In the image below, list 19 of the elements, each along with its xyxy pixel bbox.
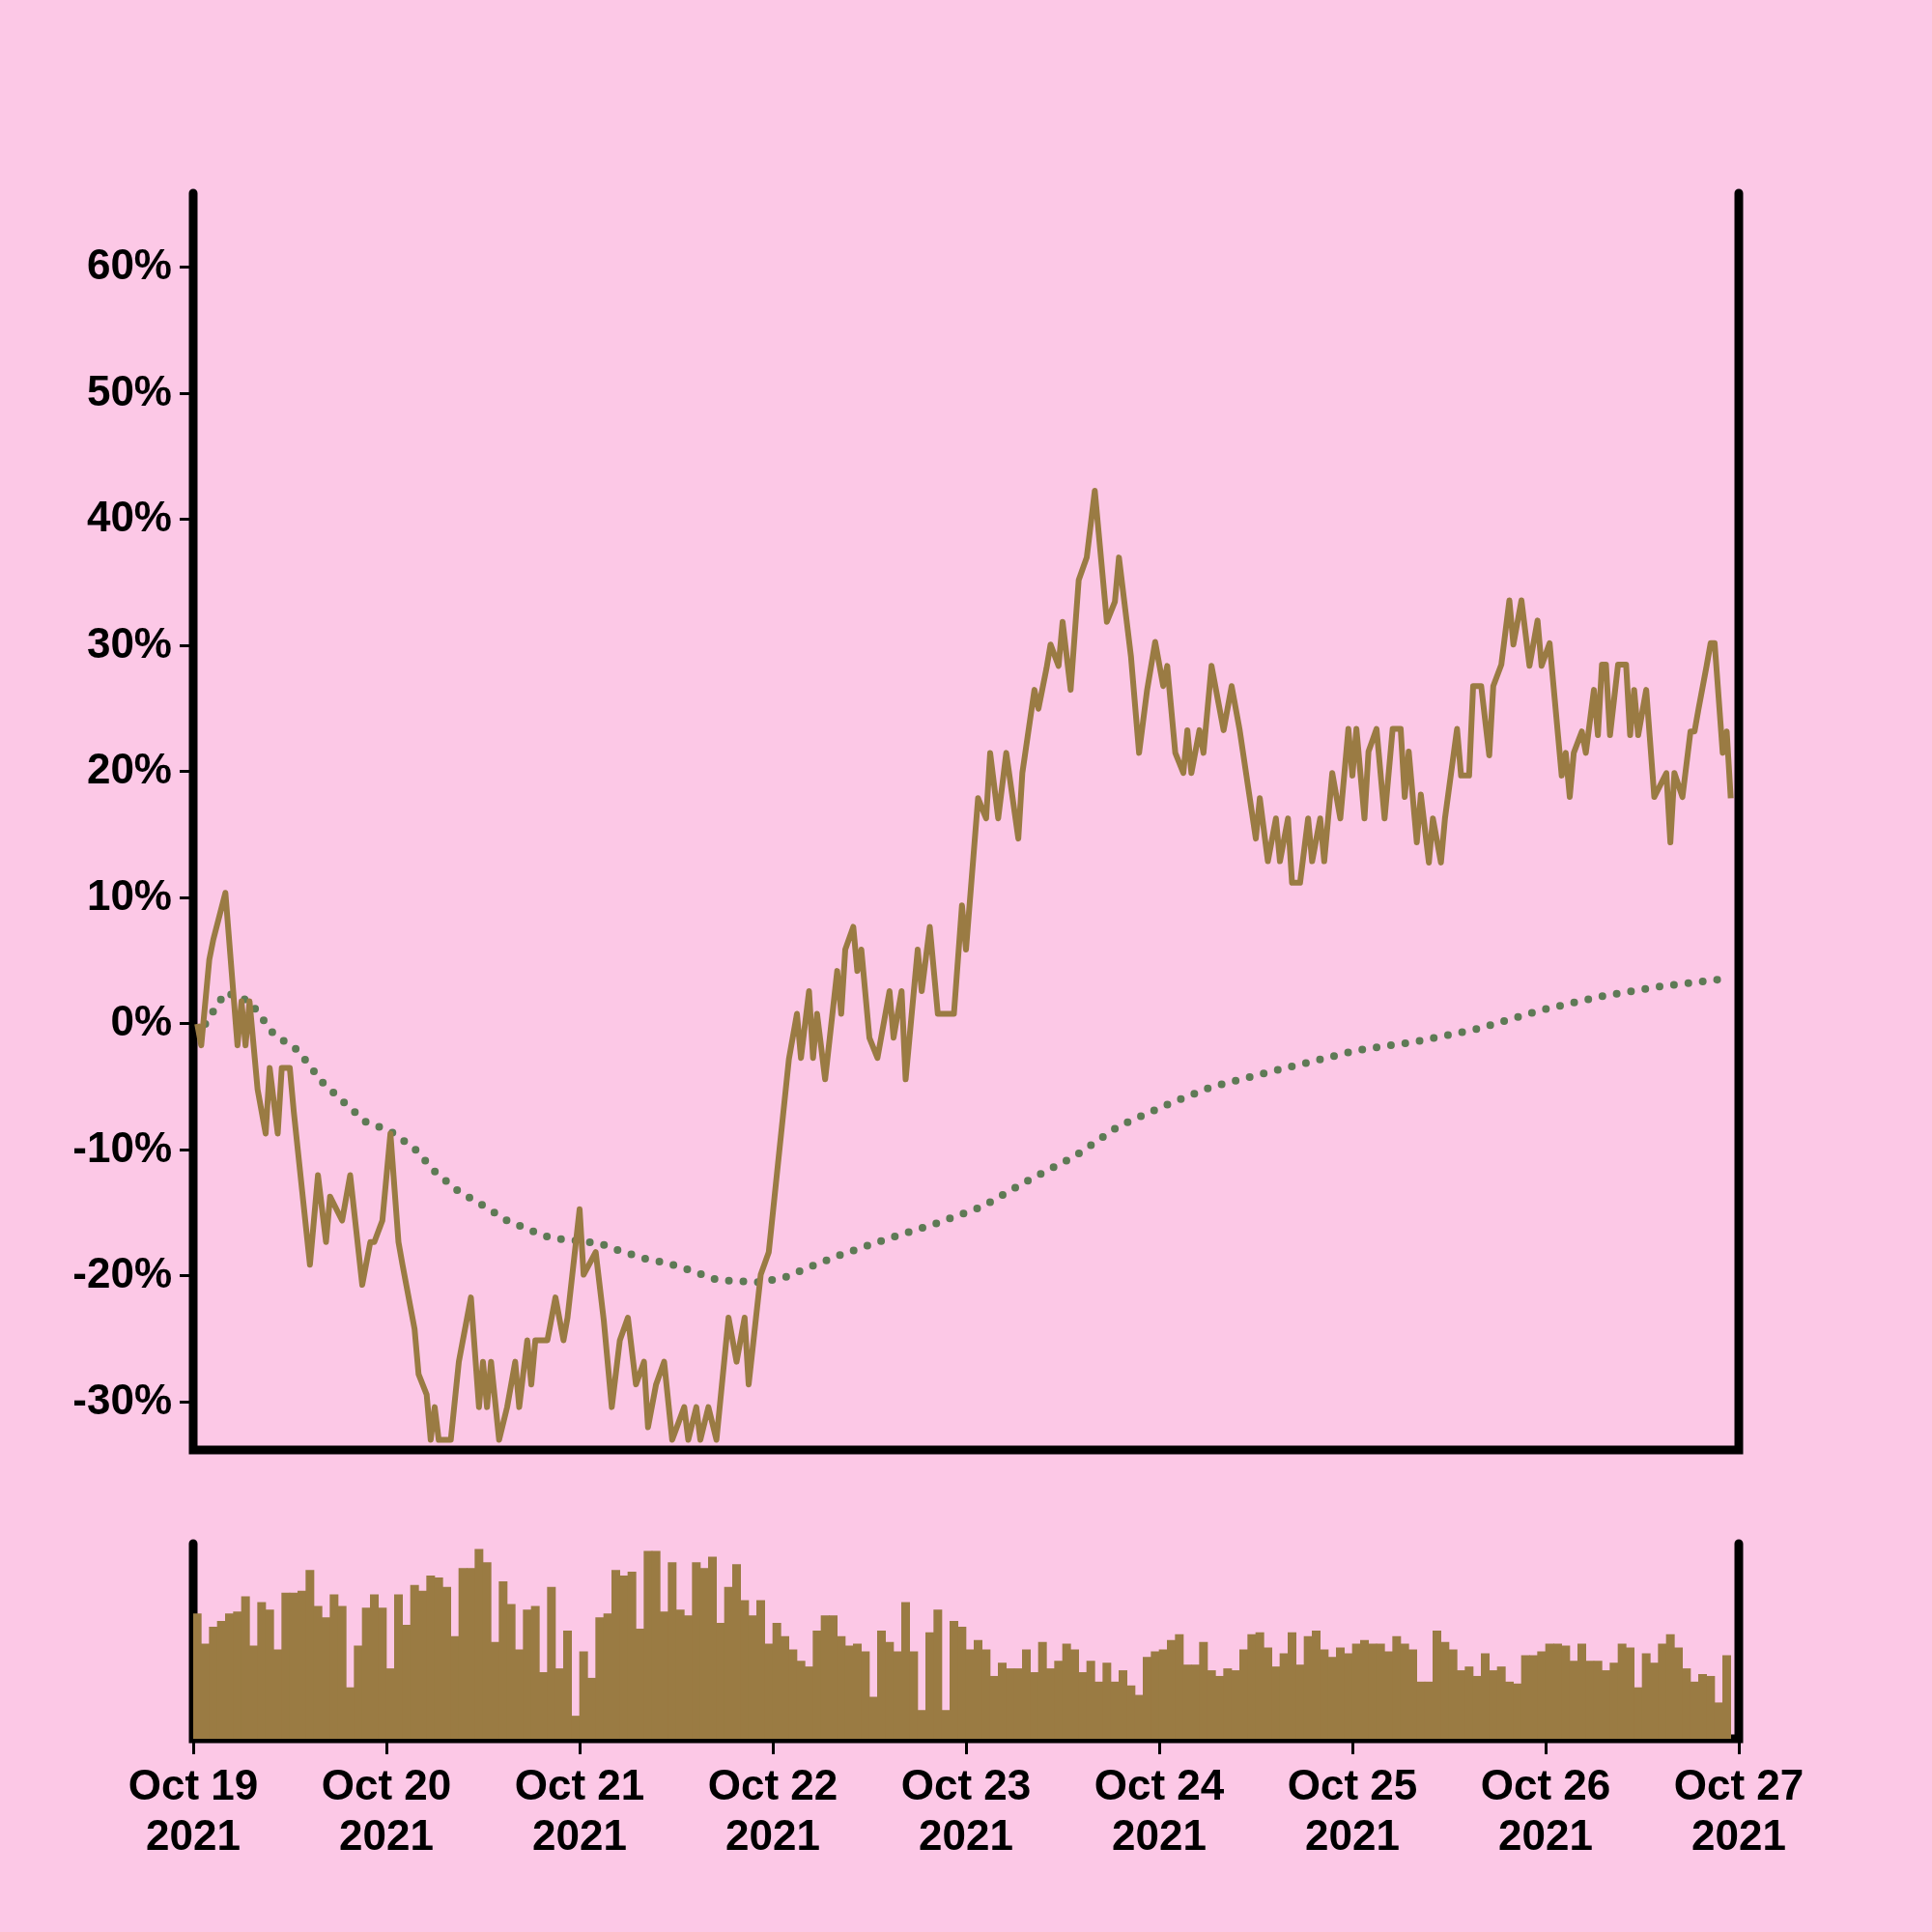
y-tick-label: 40% (86, 493, 172, 541)
x-tick-label: Oct 23 2021 (900, 1760, 1032, 1860)
x-tick-label: Oct 26 2021 (1480, 1760, 1611, 1860)
x-tick-label: Oct 27 2021 (1673, 1760, 1804, 1860)
x-tick-label: Oct 21 2021 (514, 1760, 645, 1860)
x-tick-label: Oct 25 2021 (1287, 1760, 1418, 1860)
x-tick-label: Oct 20 2021 (321, 1760, 452, 1860)
y-tick-label: -20% (72, 1249, 172, 1297)
y-tick-label: 50% (86, 366, 172, 414)
y-tick-label: 60% (86, 241, 172, 289)
y-tick-label: 0% (110, 997, 172, 1045)
y-tick-label: 20% (86, 745, 172, 793)
y-tick-label: -30% (72, 1375, 172, 1423)
y-tick-label: 10% (86, 870, 172, 919)
y-tick-label: -10% (72, 1122, 172, 1171)
y-tick-label: 30% (86, 618, 172, 667)
x-tick-label: Oct 22 2021 (707, 1760, 838, 1860)
x-tick-label: Oct 24 2021 (1094, 1760, 1225, 1860)
x-tick-label: Oct 19 2021 (128, 1760, 259, 1860)
